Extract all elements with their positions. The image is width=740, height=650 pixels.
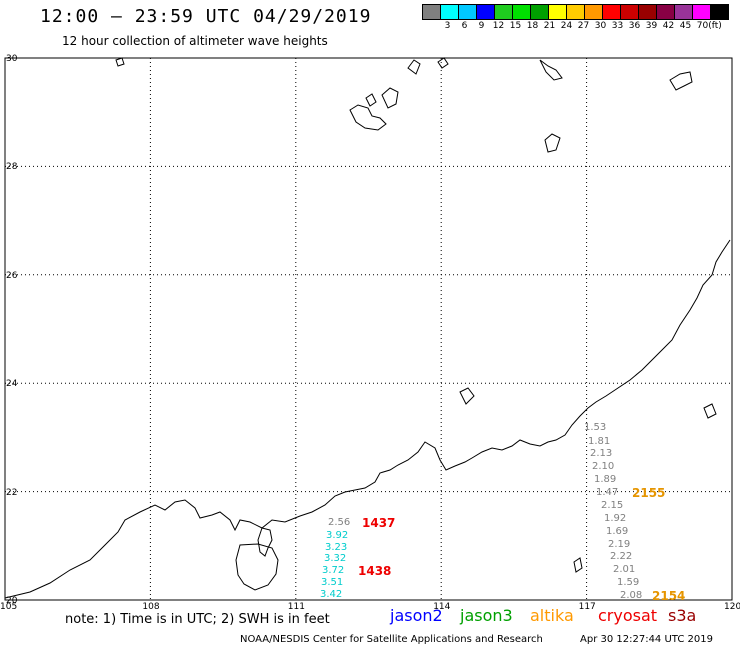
island-3 xyxy=(365,93,377,107)
latitude-label: 20 xyxy=(6,596,18,606)
swh-value: 2.56 xyxy=(328,517,351,528)
swh-value: 3.23 xyxy=(325,542,348,553)
island-10 xyxy=(703,403,717,419)
longitude-label: 114 xyxy=(433,602,451,612)
legend-label: 18 xyxy=(526,21,539,31)
swh-value: 1.59 xyxy=(617,577,640,588)
swh-value: 2.10 xyxy=(592,461,615,472)
swh-value: 2.01 xyxy=(613,564,636,575)
legend-label: 6 xyxy=(461,21,468,31)
chart-subtitle: 12 hour collection of altimeter wave hei… xyxy=(62,34,328,48)
longitude-label: 111 xyxy=(287,602,305,612)
color-scale-legend xyxy=(422,4,729,20)
latitude-label: 28 xyxy=(6,162,18,173)
leizhou-peninsula xyxy=(257,527,273,557)
island-1 xyxy=(349,104,387,131)
longitude-label: 108 xyxy=(142,602,160,612)
longitude-label: 117 xyxy=(578,602,596,612)
island-7 xyxy=(544,133,561,153)
map-border xyxy=(4,57,733,601)
satellite-name: cryosat xyxy=(598,606,658,625)
satellite-name: jason3 xyxy=(460,606,513,625)
legend-label: 42 xyxy=(662,21,675,31)
legend-label: 33 xyxy=(611,21,624,31)
hainan-island xyxy=(235,543,279,591)
satellite-name: s3a xyxy=(668,606,697,625)
longitude-label: 105 xyxy=(0,602,18,612)
swh-value: 3.42 xyxy=(320,589,343,600)
swh-value: 1.92 xyxy=(604,513,627,524)
legend-label: 36 xyxy=(628,21,641,31)
legend-label: 9 xyxy=(478,21,485,31)
swh-value: 2.15 xyxy=(601,500,624,511)
longitude-label: 120 xyxy=(724,602,740,612)
credit-text: NOAA/NESDIS Center for Satellite Applica… xyxy=(240,634,543,645)
legend-label: 12 xyxy=(492,21,505,31)
island-8 xyxy=(669,71,693,91)
swh-value: 2.22 xyxy=(610,551,633,562)
island-4 xyxy=(407,59,421,75)
legend-swatch xyxy=(710,4,729,20)
latitude-label: 26 xyxy=(6,270,18,281)
legend-unit: (ft) xyxy=(708,21,722,31)
island-5 xyxy=(437,57,449,69)
island-2 xyxy=(381,87,399,109)
legend-label: 39 xyxy=(645,21,658,31)
swh-value: 1.69 xyxy=(606,526,629,537)
pass-time-label: 1438 xyxy=(358,564,392,578)
legend-label: 30 xyxy=(594,21,607,31)
swh-value: 1.81 xyxy=(588,436,611,447)
pass-time-label: 1437 xyxy=(362,516,396,530)
island-9 xyxy=(459,387,475,405)
color-scale-labels: 3 6 9 12 15 18 21 24 27 30 33 36 39 42 45 70 (ft) xyxy=(422,21,740,35)
legend-label: 15 xyxy=(509,21,522,31)
swh-value: 3.32 xyxy=(324,553,347,564)
legend-label: 27 xyxy=(577,21,590,31)
island-6 xyxy=(539,59,563,81)
legend-label: 3 xyxy=(444,21,451,31)
legend-label: 24 xyxy=(560,21,573,31)
island-12 xyxy=(115,57,125,67)
swh-value: 1.47 xyxy=(596,487,619,498)
latitude-label: 30 xyxy=(6,54,18,64)
swh-value: 3.92 xyxy=(326,530,349,541)
swh-value: 3.72 xyxy=(322,565,345,576)
swh-value: 2.19 xyxy=(608,539,631,550)
swh-value: 3.51 xyxy=(321,577,344,588)
chart-title: 12:00 – 23:59 UTC 04/29/2019 xyxy=(40,6,372,27)
footer-note: note: 1) Time is in UTC; 2) SWH is in fe… xyxy=(65,612,330,627)
generated-timestamp: Apr 30 12:27:44 UTC 2019 xyxy=(580,634,713,645)
swh-value: 2.13 xyxy=(590,448,613,459)
latitude-label: 24 xyxy=(6,379,18,390)
swh-value: 1.89 xyxy=(594,474,617,485)
swh-value: 2.08 xyxy=(620,590,643,601)
latitude-label: 22 xyxy=(6,487,18,498)
coastline xyxy=(4,57,731,599)
legend-label: 21 xyxy=(543,21,556,31)
legend-label: 70 xyxy=(696,21,709,31)
island-11 xyxy=(573,557,583,573)
satellite-name: altika xyxy=(530,606,574,625)
pass-time-label: 2154 xyxy=(652,589,686,603)
swh-value: 1.53 xyxy=(584,422,607,433)
pass-time-label: 2155 xyxy=(632,486,666,500)
satellite-name: jason2 xyxy=(390,606,443,625)
south-china-coastline xyxy=(4,239,731,599)
legend-label: 45 xyxy=(679,21,692,31)
